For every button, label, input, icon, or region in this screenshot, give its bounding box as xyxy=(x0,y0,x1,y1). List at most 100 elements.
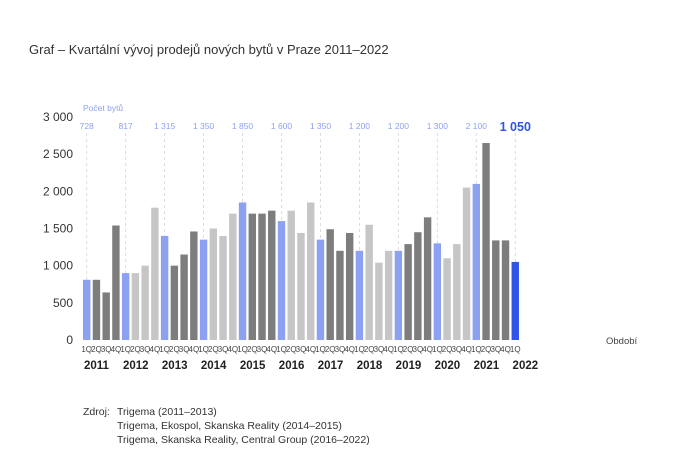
quarter-tick-label: 4Q xyxy=(227,345,238,354)
bar xyxy=(443,258,451,340)
bar xyxy=(482,143,490,340)
y-tick-label: 1 500 xyxy=(43,222,73,236)
quarter-tick-label: 4Q xyxy=(383,345,394,354)
bar xyxy=(238,202,247,340)
quarter-tick-label: 2Q xyxy=(481,345,492,354)
quarter-tick-label: 4Q xyxy=(189,345,200,354)
year-label: 2021 xyxy=(474,360,500,372)
quarter-tick-label: 1Q xyxy=(510,345,521,354)
year-label: 2016 xyxy=(279,360,305,372)
quarter-tick-label: 1Q xyxy=(432,345,443,354)
quarter-tick-label: 2Q xyxy=(130,345,141,354)
bar xyxy=(121,273,130,340)
bar xyxy=(277,221,286,340)
bar xyxy=(170,265,179,340)
bar xyxy=(501,240,510,340)
bar xyxy=(248,213,256,340)
annual-total-label: 817 xyxy=(119,121,133,131)
quarter-tick-label: 1Q xyxy=(237,345,248,354)
quarter-tick-label: 2Q xyxy=(169,345,180,354)
bar xyxy=(375,262,383,340)
bar xyxy=(433,243,442,340)
quarter-tick-label: 2Q xyxy=(247,345,258,354)
quarter-tick-label: 4Q xyxy=(266,345,277,354)
quarter-tick-label: 1Q xyxy=(354,345,365,354)
annual-total-label: 1 600 xyxy=(271,121,293,131)
bar xyxy=(297,232,305,340)
quarter-tick-label: 3Q xyxy=(101,345,112,354)
quarter-tick-label: 4Q xyxy=(111,345,122,354)
quarter-tick-label: 2Q xyxy=(325,345,336,354)
bar xyxy=(492,240,500,340)
bar xyxy=(423,217,432,340)
year-label: 2017 xyxy=(318,360,344,372)
chart-title: Graf – Kvartální vývoj prodejů nových by… xyxy=(29,42,389,57)
bar xyxy=(102,292,110,340)
quarter-tick-label: 3Q xyxy=(140,345,151,354)
year-label: 2015 xyxy=(240,360,266,372)
quarter-tick-label: 1Q xyxy=(315,345,326,354)
y-tick-label: 2 000 xyxy=(43,184,73,198)
quarter-tick-label: 1Q xyxy=(159,345,170,354)
annual-total-label: 1 350 xyxy=(310,121,332,131)
quarter-tick-label: 3Q xyxy=(296,345,307,354)
quarter-tick-label: 2Q xyxy=(286,345,297,354)
y-tick-label: 500 xyxy=(53,296,73,310)
bar xyxy=(472,183,480,340)
bar xyxy=(180,254,188,340)
bar xyxy=(160,235,169,340)
quarter-tick-label: 2Q xyxy=(442,345,453,354)
bar xyxy=(131,273,140,340)
bar xyxy=(384,250,393,340)
bar xyxy=(316,239,325,340)
quarter-tick-label: 1Q xyxy=(81,345,92,354)
source-line: Trigema (2011–2013) xyxy=(117,406,217,418)
annual-total-label: 1 200 xyxy=(349,121,371,131)
source-line: Trigema, Ekospol, Skanska Reality (2014–… xyxy=(117,420,342,432)
annual-total-label: 728 xyxy=(80,121,94,131)
annual-total-label: 1 050 xyxy=(500,120,531,134)
quarter-tick-label: 4Q xyxy=(150,345,161,354)
sources-block: Zdroj: Trigema (2011–2013) Trigema, Ekos… xyxy=(83,405,370,447)
bar xyxy=(414,232,422,340)
year-label: 2014 xyxy=(201,360,227,372)
year-label: 2012 xyxy=(123,360,149,372)
y-tick-label: 3 000 xyxy=(43,110,73,124)
bar xyxy=(190,231,198,340)
bar xyxy=(219,235,227,340)
year-label: 2011 xyxy=(84,360,110,372)
bar xyxy=(394,250,403,340)
source-line: Trigema, Skanska Reality, Central Group … xyxy=(117,434,370,446)
bar xyxy=(462,187,471,340)
quarter-tick-label: 3Q xyxy=(218,345,229,354)
bar xyxy=(307,202,315,340)
quarter-tick-label: 4Q xyxy=(500,345,511,354)
bar xyxy=(141,265,149,340)
bar xyxy=(92,279,101,340)
quarter-tick-label: 3Q xyxy=(179,345,190,354)
bar xyxy=(511,261,519,340)
bar xyxy=(345,232,354,340)
bar xyxy=(404,244,412,340)
quarter-tick-label: 2Q xyxy=(208,345,219,354)
bar xyxy=(336,250,344,340)
quarter-tick-label: 1Q xyxy=(393,345,404,354)
bar xyxy=(453,244,461,340)
quarter-tick-label: 2Q xyxy=(364,345,375,354)
year-label: 2019 xyxy=(396,360,422,372)
quarter-tick-label: 1Q xyxy=(276,345,287,354)
annual-total-label: 1 350 xyxy=(193,121,215,131)
bar xyxy=(268,210,276,340)
bar xyxy=(355,250,364,340)
year-label: 2022 xyxy=(513,360,539,372)
quarter-tick-label: 3Q xyxy=(490,345,501,354)
bar xyxy=(287,210,295,340)
bar xyxy=(83,279,91,340)
quarter-tick-label: 4Q xyxy=(461,345,472,354)
annual-total-label: 1 300 xyxy=(427,121,449,131)
annual-header-label: Počet bytů xyxy=(83,103,123,113)
annual-total-label: 1 315 xyxy=(154,121,176,131)
bar xyxy=(112,225,120,340)
quarter-tick-label: 1Q xyxy=(198,345,209,354)
quarter-tick-label: 1Q xyxy=(120,345,131,354)
